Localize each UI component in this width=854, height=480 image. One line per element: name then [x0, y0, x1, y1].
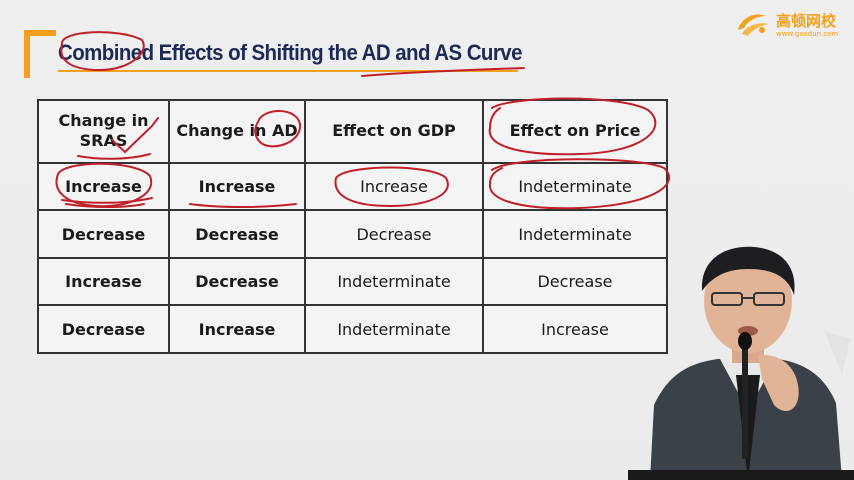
brand-url: www.gaodun.com	[776, 30, 839, 38]
table-cell: Increase	[168, 161, 306, 212]
header-effect-on-price: Effect on Price	[482, 99, 668, 164]
table-cell: Indeterminate	[304, 256, 484, 307]
table-cell: Increase	[482, 304, 668, 354]
table-cell: Decrease	[37, 209, 170, 259]
brand-name: 高顿网校	[776, 12, 837, 30]
table-cell: Indeterminate	[482, 209, 668, 259]
table-cell: Indeterminate	[482, 161, 668, 212]
header-change-in-ad: Change in AD	[168, 99, 306, 164]
table-cell: Indeterminate	[304, 304, 484, 354]
header-effect-on-gdp: Effect on GDP	[304, 99, 484, 164]
presenter-video	[628, 246, 854, 480]
table-cell: Decrease	[37, 304, 170, 354]
table-cell: Decrease	[168, 209, 306, 259]
table-cell: Decrease	[304, 209, 484, 259]
table-cell: Increase	[168, 304, 306, 354]
table-row: Increase Decrease Indeterminate Decrease	[37, 256, 668, 307]
title-underline	[58, 70, 518, 72]
table-header-row: Change in SRAS Change in AD Effect on GD…	[37, 99, 668, 164]
slide-title: Combined Effects of Shifting the AD and …	[58, 40, 522, 65]
brand-swirl-icon	[738, 14, 768, 36]
table-cell: Decrease	[168, 256, 306, 307]
table-row: Increase Increase Increase Indeterminate	[37, 161, 668, 212]
table-row: Decrease Decrease Decrease Indeterminate	[37, 209, 668, 259]
table-cell: Increase	[304, 161, 484, 212]
table-cell: Decrease	[482, 256, 668, 307]
effects-table: Change in SRAS Change in AD Effect on GD…	[37, 99, 668, 354]
title-container: Combined Effects of Shifting the AD and …	[58, 40, 557, 74]
brand-logo: 高顿网校 www.gaodun.com	[734, 6, 850, 42]
table-row: Decrease Increase Indeterminate Increase	[37, 304, 668, 354]
table-cell: Increase	[37, 161, 170, 212]
title-bracket-decoration	[24, 30, 56, 78]
header-change-in-sras: Change in SRAS	[37, 99, 170, 164]
table-cell: Increase	[37, 256, 170, 307]
